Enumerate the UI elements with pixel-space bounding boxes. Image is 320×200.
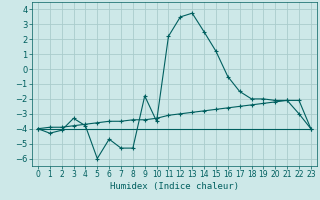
X-axis label: Humidex (Indice chaleur): Humidex (Indice chaleur) — [110, 182, 239, 191]
